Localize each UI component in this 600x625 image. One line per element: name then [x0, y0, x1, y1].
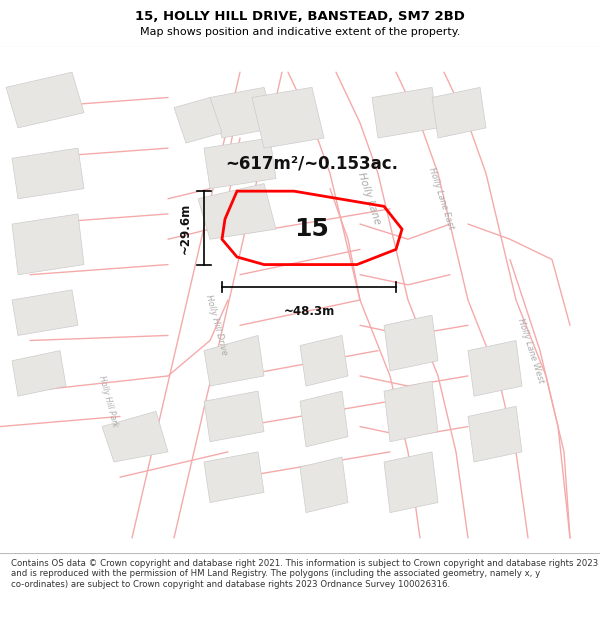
Polygon shape — [300, 457, 348, 512]
Polygon shape — [12, 148, 84, 199]
Text: ~617m²/~0.153ac.: ~617m²/~0.153ac. — [226, 154, 398, 173]
Polygon shape — [198, 184, 276, 239]
Polygon shape — [384, 315, 438, 371]
Polygon shape — [384, 381, 438, 442]
Text: Contains OS data © Crown copyright and database right 2021. This information is : Contains OS data © Crown copyright and d… — [11, 559, 598, 589]
Text: Holly Lane West: Holly Lane West — [516, 317, 546, 384]
Polygon shape — [6, 72, 84, 128]
Text: 15, HOLLY HILL DRIVE, BANSTEAD, SM7 2BD: 15, HOLLY HILL DRIVE, BANSTEAD, SM7 2BD — [135, 10, 465, 23]
Polygon shape — [300, 336, 348, 386]
Polygon shape — [468, 341, 522, 396]
Polygon shape — [204, 391, 264, 442]
Polygon shape — [12, 290, 78, 336]
Text: ~29.6m: ~29.6m — [179, 202, 192, 254]
Polygon shape — [210, 88, 276, 138]
Polygon shape — [300, 391, 348, 447]
Text: Holly Hill Drive: Holly Hill Drive — [203, 294, 229, 356]
Polygon shape — [204, 452, 264, 503]
Polygon shape — [372, 88, 438, 138]
Text: ~48.3m: ~48.3m — [283, 305, 335, 318]
Text: 15: 15 — [295, 217, 329, 241]
Polygon shape — [384, 452, 438, 512]
Polygon shape — [174, 98, 222, 143]
Polygon shape — [432, 88, 486, 138]
Polygon shape — [204, 138, 276, 189]
Polygon shape — [204, 336, 264, 386]
Polygon shape — [12, 214, 84, 275]
Text: Map shows position and indicative extent of the property.: Map shows position and indicative extent… — [140, 26, 460, 36]
Polygon shape — [468, 406, 522, 462]
Text: Holly Lane: Holly Lane — [356, 171, 382, 226]
Text: Holly Hill Park: Holly Hill Park — [97, 374, 119, 428]
Text: Holly Lane East: Holly Lane East — [427, 167, 455, 231]
Polygon shape — [102, 411, 168, 462]
Polygon shape — [12, 351, 66, 396]
Polygon shape — [252, 88, 324, 148]
